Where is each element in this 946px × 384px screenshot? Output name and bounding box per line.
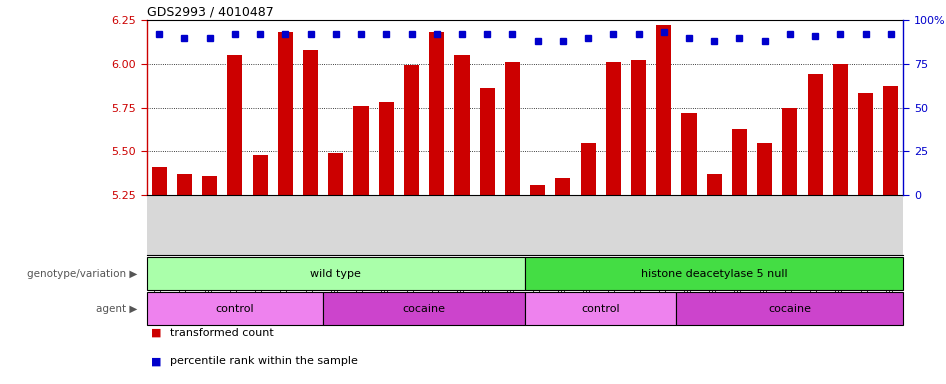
Bar	[525, 257, 903, 290]
Bar	[147, 257, 525, 290]
Bar	[303, 50, 318, 195]
Text: cocaine: cocaine	[403, 304, 446, 314]
Text: percentile rank within the sample: percentile rank within the sample	[170, 356, 359, 366]
Text: histone deacetylase 5 null: histone deacetylase 5 null	[641, 269, 787, 279]
Text: agent ▶: agent ▶	[96, 304, 137, 314]
Bar	[454, 55, 469, 195]
Bar	[530, 184, 545, 195]
Bar	[782, 108, 797, 195]
Bar	[151, 167, 166, 195]
Bar	[581, 142, 596, 195]
Bar	[707, 174, 722, 195]
Text: cocaine: cocaine	[768, 304, 812, 314]
Bar	[832, 64, 848, 195]
Bar	[631, 60, 646, 195]
Text: ■: ■	[151, 356, 162, 366]
Bar	[354, 106, 369, 195]
Text: transformed count: transformed count	[170, 328, 274, 338]
Bar	[404, 66, 419, 195]
Text: wild type: wild type	[310, 269, 361, 279]
Bar	[732, 129, 747, 195]
Bar	[525, 292, 676, 325]
Bar	[177, 174, 192, 195]
Bar	[605, 62, 621, 195]
Bar	[480, 88, 495, 195]
Bar	[676, 292, 903, 325]
Bar	[202, 176, 218, 195]
Bar	[328, 153, 343, 195]
Bar	[808, 74, 823, 195]
Text: control: control	[216, 304, 254, 314]
Bar	[227, 55, 242, 195]
Bar	[253, 155, 268, 195]
Text: genotype/variation ▶: genotype/variation ▶	[26, 269, 137, 279]
Text: ■: ■	[151, 328, 162, 338]
Bar	[429, 32, 445, 195]
Bar	[858, 93, 873, 195]
Bar	[555, 177, 570, 195]
Bar	[324, 292, 525, 325]
Text: control: control	[582, 304, 620, 314]
Bar	[657, 25, 672, 195]
Text: GDS2993 / 4010487: GDS2993 / 4010487	[147, 6, 273, 19]
Bar	[884, 86, 899, 195]
Bar	[681, 113, 696, 195]
Bar	[757, 142, 772, 195]
Bar	[278, 32, 293, 195]
Bar	[147, 292, 324, 325]
Bar	[378, 102, 394, 195]
Bar	[505, 62, 520, 195]
